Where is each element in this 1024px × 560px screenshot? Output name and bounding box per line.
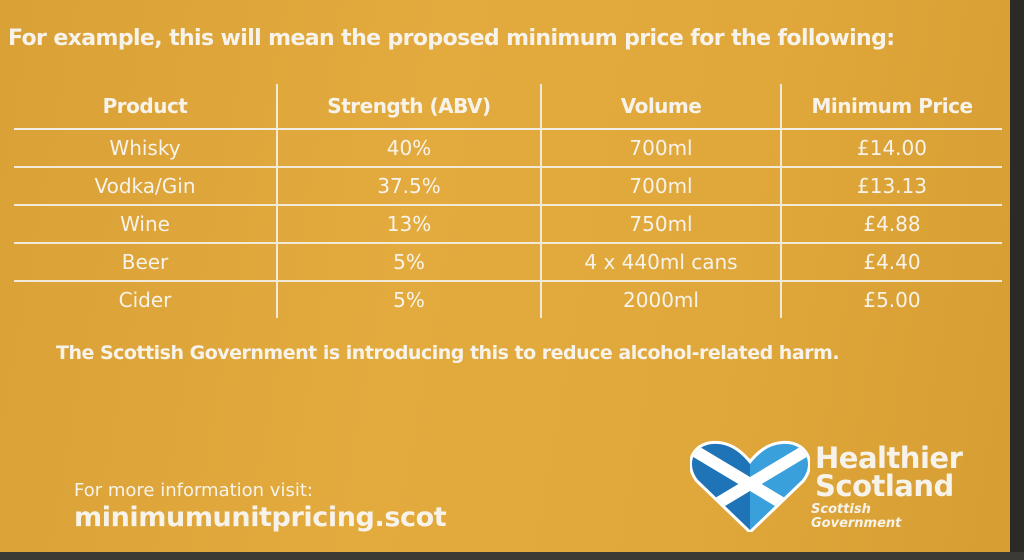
header-volume: Volume — [541, 84, 782, 130]
cell-minimum-price: £13.13 — [781, 167, 1002, 206]
cell-volume: 4 x 440ml cans — [541, 243, 782, 282]
table-row: Cider 5% 2000ml £5.00 — [14, 281, 1002, 318]
cell-product: Beer — [14, 243, 278, 282]
price-table: Product Strength (ABV) Volume Minimum Pr… — [14, 84, 1002, 318]
saltire-heart-icon — [690, 440, 810, 532]
cell-product: Vodka/Gin — [14, 167, 278, 206]
logo-line2: Scotland — [815, 469, 954, 503]
cell-minimum-price: £5.00 — [863, 288, 921, 312]
cell-volume: 700ml — [541, 167, 782, 206]
cell-volume: 2000ml — [541, 281, 782, 318]
cell-product: Whisky — [14, 129, 278, 168]
visit-label: For more information visit: — [74, 480, 313, 501]
cell-strength: 13% — [277, 205, 542, 244]
table-row: Beer 5% 4 x 440ml cans £4.40 — [14, 243, 1002, 282]
cell-minimum-price: £4.40 — [781, 243, 1002, 282]
cell-product: Wine — [14, 205, 278, 244]
logo-sub1: Scottish — [811, 502, 871, 517]
scottish-government-logo-text: Scottish Government — [811, 503, 901, 531]
cell-strength: 40% — [277, 129, 542, 168]
cell-strength: 5% — [277, 243, 542, 282]
frame-edge-bottom — [0, 552, 1024, 560]
table-row: Wine 13% 750ml £4.88 — [14, 205, 1002, 244]
logo-sub2: Government — [811, 516, 902, 531]
logo-line1: Healthier — [815, 441, 963, 475]
frame-edge-right — [1010, 0, 1024, 560]
cell-minimum-price: £4.88 — [781, 205, 1002, 244]
cell-volume: 750ml — [541, 205, 782, 244]
table-row: Vodka/Gin 37.5% 700ml £13.13 — [14, 167, 1002, 206]
table-header-row: Product Strength (ABV) Volume Minimum Pr… — [14, 84, 1002, 130]
header-minimum-price: Minimum Price — [781, 84, 1002, 130]
cell-strength: 37.5% — [277, 167, 542, 206]
healthier-scotland-logo-text: Healthier Scotland — [815, 441, 963, 503]
header-strength: Strength (ABV) — [277, 84, 542, 130]
table-row: Whisky 40% 700ml £14.00 — [14, 129, 1002, 168]
statement-text: The Scottish Government is introducing t… — [56, 342, 840, 364]
cell-product: Cider — [14, 281, 278, 318]
cell-volume: 700ml — [541, 129, 782, 168]
intro-text: For example, this will mean the proposed… — [8, 26, 895, 51]
cell-minimum-price: £14.00 — [781, 129, 1002, 168]
header-product: Product — [14, 84, 278, 130]
website-link[interactable]: minimumunitpricing.scot — [74, 502, 447, 533]
cell-strength: 5% — [277, 281, 542, 318]
